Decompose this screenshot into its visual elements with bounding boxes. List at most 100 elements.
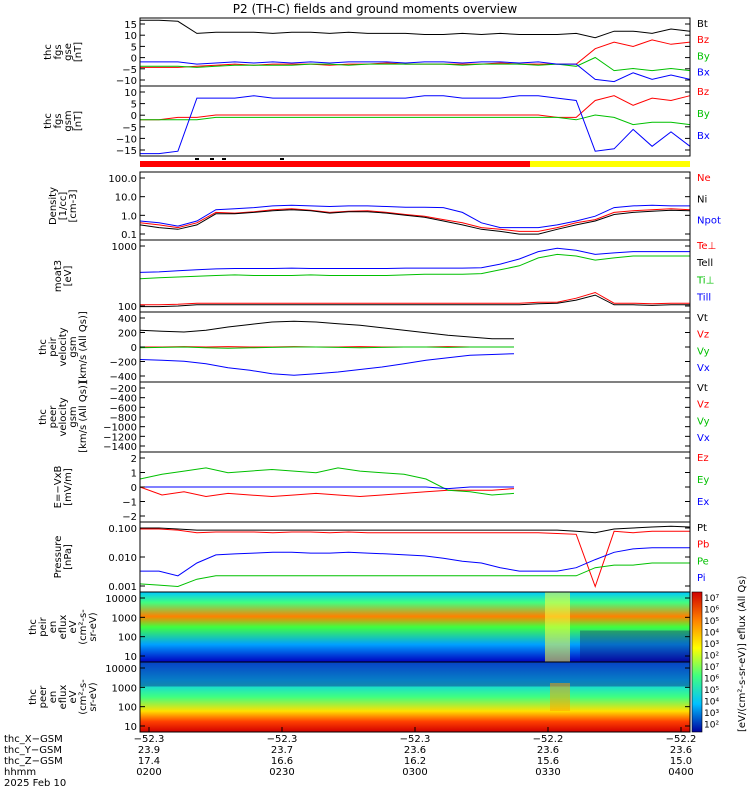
- status-bar-mark-2: [222, 158, 226, 160]
- legend-entry: Tell: [696, 258, 713, 269]
- colorbar-tick-label: 10⁵: [704, 617, 719, 627]
- legend-entry: Vx: [697, 363, 710, 374]
- x-row-label: thc_Y−GSM: [4, 745, 62, 756]
- y-tick-label: 2: [131, 454, 137, 465]
- panel-electron_velocity: [139, 381, 691, 453]
- y-axis-label: [km/s (All Qs)]: [78, 381, 89, 453]
- y-tick-label: −200: [110, 384, 137, 395]
- series-line-Ne: [139, 208, 691, 232]
- x-tick-label: 16.2: [404, 756, 426, 767]
- legend-entry: Bz: [697, 87, 709, 98]
- legend-entry: Vz: [697, 330, 709, 341]
- y-tick-label: 1000: [112, 613, 137, 624]
- y-tick-label: −600: [110, 403, 137, 414]
- panel-frame: [139, 171, 691, 241]
- series-line-Vy: [139, 346, 514, 349]
- y-axis-label: (cm²-s-: [78, 609, 89, 645]
- y-axis-label: gsm: [68, 406, 79, 427]
- spectrogram-speckle: [580, 630, 690, 662]
- y-axis-label: thc: [28, 689, 39, 705]
- x-tick-label: 0300: [402, 767, 427, 778]
- y-tick-label: 1000: [112, 683, 137, 694]
- y-axis-label: eflux: [58, 685, 69, 710]
- x-row-label: thc_Z−GSM: [4, 756, 63, 767]
- series-line-Ez: [139, 486, 515, 498]
- y-tick-label: 10000: [105, 594, 137, 605]
- panel-frame: [139, 85, 691, 157]
- y-tick-label: −200: [110, 358, 137, 369]
- series-line-Ti⊥: [139, 253, 690, 280]
- legend-entry: Bx: [697, 131, 710, 142]
- x-tick-label: −52.2: [666, 734, 697, 745]
- plot-title: P2 (TH-C) fields and ground moments over…: [232, 2, 518, 16]
- y-axis-label: (cm²-s-: [78, 679, 89, 715]
- y-axis-label: fgs: [53, 113, 64, 128]
- x-tick-label: 15.0: [670, 756, 692, 767]
- y-axis-label: thc: [43, 44, 54, 60]
- status-bar-mark-0: [195, 158, 199, 160]
- y-axis-label: E=−VxB: [53, 466, 64, 509]
- x-tick-label: 0230: [269, 767, 294, 778]
- colorbar-tick-label: 10⁴: [704, 698, 719, 708]
- y-tick-label: −5: [122, 65, 137, 76]
- y-axis-label: [nT]: [73, 111, 84, 131]
- y-axis-label: [km/s (All Qs)]: [78, 311, 89, 383]
- panel-fgs_gsm: [139, 85, 691, 157]
- legend-entry: Ex: [697, 497, 709, 508]
- legend-entry: Till: [696, 292, 711, 303]
- y-tick-label: 1.0: [121, 211, 137, 222]
- y-tick-label: −1: [122, 498, 137, 509]
- colorbar-tick-label: 10⁶: [704, 606, 719, 616]
- series-line-Vt: [139, 320, 514, 340]
- legend-entry: Ti⊥: [696, 275, 714, 286]
- spectrogram-fill: [140, 592, 690, 662]
- y-axis-label: peer: [48, 405, 59, 429]
- y-tick-label: −1400: [103, 442, 137, 453]
- x-tick-label: −52.3: [134, 734, 165, 745]
- legend-entry: By: [697, 51, 710, 62]
- y-axis-label: sr-eV): [88, 682, 99, 711]
- legend-entry: Ey: [697, 475, 709, 486]
- y-tick-label: 10000: [105, 664, 137, 675]
- panel-pressure: [139, 521, 691, 593]
- panel-fgs: [139, 17, 691, 87]
- y-axis-label: gsm: [68, 336, 79, 357]
- series-line-Bt: [140, 19, 691, 39]
- status-bar-mark-1: [210, 158, 214, 160]
- y-axis-label: peir: [48, 336, 59, 356]
- y-tick-label: 10: [124, 31, 137, 42]
- series-line-Npot: [139, 204, 690, 229]
- series-line-Ni: [139, 209, 691, 235]
- y-axis-label: [cm-3]: [68, 189, 79, 222]
- panel-frame: [139, 17, 691, 87]
- panel-efield: [139, 451, 691, 523]
- colorbar: [691, 591, 703, 733]
- y-axis-label: Pressure: [53, 536, 64, 579]
- y-axis-label: thc: [28, 619, 39, 635]
- legend-entry: Vz: [697, 400, 709, 411]
- panel-frame: [139, 381, 691, 453]
- y-axis-label: fgs: [53, 44, 64, 59]
- legend-entry: Pi: [697, 573, 706, 584]
- colorbar-tick-label: 10⁵: [704, 686, 719, 696]
- series-line-Bx: [140, 95, 691, 155]
- status-bar-mark-3: [280, 158, 284, 160]
- y-tick-label: 0: [131, 111, 137, 122]
- y-tick-label: −15: [116, 146, 137, 157]
- y-axis-label: [eV]: [63, 266, 74, 287]
- y-tick-label: −10: [116, 76, 137, 87]
- y-axis-label: [nT]: [73, 42, 84, 62]
- y-tick-label: 200: [118, 329, 137, 340]
- legend-entry: Vy: [697, 416, 710, 427]
- y-axis-label: gsm: [63, 110, 74, 131]
- x-row-label: hhmm: [4, 767, 36, 778]
- legend-entry: Ez: [697, 453, 709, 464]
- x-tick-label: 0400: [668, 767, 693, 778]
- x-tick-label: 23.6: [404, 745, 426, 756]
- y-axis-label: peir: [38, 616, 49, 636]
- y-tick-label: 0.001: [108, 582, 137, 593]
- spectrogram-speckle: [140, 662, 690, 687]
- y-axis-label: eV: [68, 620, 79, 633]
- y-tick-label: 0: [131, 483, 137, 494]
- y-tick-label: 1000: [112, 242, 137, 253]
